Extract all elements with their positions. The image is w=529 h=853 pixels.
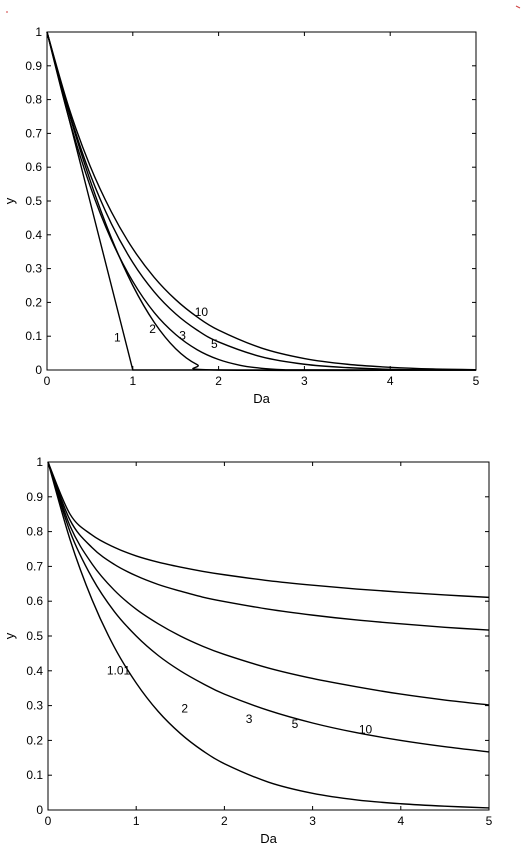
x-tick-label: 0 (45, 814, 52, 828)
y-tick-label: 0.1 (26, 768, 43, 782)
chart-bottom: 0 1 2 3 4 5 0 0.1 0.2 0.3 0.4 0.5 0.6 0.7 0.8 0.9 1 Da y 1.… (2, 455, 493, 846)
plot-area (47, 461, 490, 811)
y-tick-label: 1 (36, 455, 43, 469)
y-tick-label: 0.3 (26, 699, 43, 713)
x-tick-label: 4 (387, 374, 394, 388)
x-tick-label: 4 (397, 814, 404, 828)
curve-label-10: 10 (359, 722, 373, 736)
y-tick-label: 0.4 (26, 664, 43, 678)
y-tick-label: 0.2 (26, 733, 43, 747)
series-line-2 (46, 31, 477, 372)
y-axis-title: y (2, 197, 17, 204)
series-line-10 (47, 461, 490, 599)
x-tick-label: 5 (473, 374, 480, 388)
curve-label-2: 2 (181, 702, 188, 716)
y-tick-label: 0.6 (25, 160, 42, 174)
y-tick-label: 0 (36, 803, 43, 817)
corner-mark-right (515, 5, 521, 9)
y-tick-label: 0.6 (26, 594, 43, 608)
y-tick-label: 0.4 (25, 228, 42, 242)
chart-top: 0 1 2 3 4 5 0 0.1 0.2 0.3 0.4 0.5 0.6 0.7 0.8 0.9 1 Da y 1 2… (2, 25, 480, 406)
series-line-5 (47, 461, 490, 631)
series-line-2 (47, 461, 490, 753)
y-tick-label: 0.9 (26, 490, 43, 504)
x-tick-label: 5 (486, 814, 493, 828)
curve-label-3: 3 (179, 329, 186, 343)
x-axis-title: Da (260, 831, 277, 846)
y-tick-label: 0.7 (26, 559, 43, 573)
y-tick-label: 0.8 (26, 525, 43, 539)
curve-label-2: 2 (149, 322, 156, 336)
curve-label-1-01: 1.01 (107, 663, 131, 677)
x-tick-label: 1 (129, 374, 136, 388)
y-tick-label: 0.5 (26, 629, 43, 643)
x-tick-label: 2 (215, 374, 222, 388)
curve-label-1: 1 (114, 330, 121, 344)
y-tick-label: 0.2 (25, 295, 42, 309)
series-line-10 (46, 31, 477, 371)
x-tick-label: 3 (301, 374, 308, 388)
series-line-5 (46, 31, 477, 371)
x-tick-label: 1 (133, 814, 140, 828)
series-line-1-01 (47, 461, 490, 809)
y-tick-label: 0.1 (25, 329, 42, 343)
y-tick-label: 0.8 (25, 93, 42, 107)
curve-label-3: 3 (246, 712, 253, 726)
y-tick-label: 0.9 (25, 59, 42, 73)
series-line-3 (47, 461, 490, 706)
y-tick-label: 0.5 (25, 194, 42, 208)
x-tick-label: 3 (309, 814, 316, 828)
y-tick-label: 0 (35, 363, 42, 377)
curve-label-5: 5 (292, 717, 299, 731)
y-tick-label: 1 (35, 25, 42, 39)
curve-label-5: 5 (211, 337, 218, 351)
y-tick-label: 0.3 (25, 262, 42, 276)
series-line-3 (46, 31, 477, 371)
y-tick-label: 0.7 (25, 126, 42, 140)
x-tick-label: 2 (221, 814, 228, 828)
x-axis-title: Da (253, 391, 270, 406)
y-axis-title: y (2, 632, 17, 639)
plot-area (46, 31, 477, 371)
curve-label-10: 10 (195, 305, 209, 319)
x-tick-label: 0 (44, 374, 51, 388)
